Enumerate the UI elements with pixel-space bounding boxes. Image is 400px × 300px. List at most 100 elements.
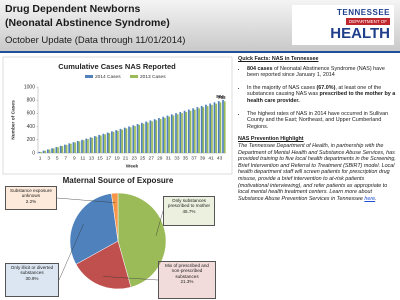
x-tick-label: 41: [208, 155, 214, 161]
bar: [76, 140, 79, 153]
category-label: Only illicit or diverted substances: [10, 265, 54, 276]
bar: [164, 117, 166, 153]
bar: [111, 131, 113, 153]
bar: [193, 109, 196, 153]
facts-title: Quick Facts: NAS in Tennessee: [238, 56, 319, 62]
bar: [115, 130, 118, 153]
x-tick-label: 13: [89, 155, 95, 161]
x-tick-label: 7: [64, 155, 67, 161]
bar: [106, 132, 109, 153]
bar: [142, 123, 145, 153]
bar: [206, 106, 209, 153]
bar: [138, 124, 141, 153]
sidebar: Quick Facts: NAS in Tennessee 804 cases …: [238, 56, 396, 202]
bar: [93, 136, 96, 153]
slice-label: Only illicit or diverted substances 30.9%: [5, 263, 59, 297]
bar: [48, 149, 51, 153]
pie-slice: [117, 192, 167, 288]
bar: [51, 148, 53, 153]
fact: 804 cases of Neonatal Abstinence Syndrom…: [247, 66, 396, 79]
legend-swatch: [85, 75, 93, 78]
category-label: Mix of prescribed and non-prescribed sub…: [165, 263, 209, 279]
x-tick-label: 19: [114, 155, 120, 161]
bar: [78, 141, 81, 153]
link[interactable]: here: [364, 195, 376, 202]
legend-label: 2014 Cases: [95, 74, 121, 80]
bar: [209, 103, 212, 153]
value-label: 21.3%: [180, 279, 194, 285]
bar: [202, 107, 205, 153]
value-label: 30.9%: [25, 275, 39, 281]
value-label: 2.2%: [25, 198, 37, 204]
bar: [52, 148, 55, 153]
bar: [222, 99, 224, 153]
legend-label: 2013 Cases: [140, 74, 166, 80]
highlight-title: NAS Prevention Highlight: [238, 136, 304, 143]
bar: [55, 147, 58, 153]
y-tick-label: 600: [27, 111, 36, 117]
bar: [108, 133, 111, 153]
y-axis-label: Number of Cases: [10, 100, 16, 140]
title: (Neonatal Abstinence Syndrome): [5, 17, 170, 29]
bar: [172, 115, 175, 153]
header: Drug Dependent Newborns (Neonatal Abstin…: [0, 0, 400, 51]
bar: [223, 101, 226, 153]
bar: [205, 104, 207, 153]
x-tick-label: 43: [217, 155, 223, 161]
x-tick-label: 35: [183, 155, 189, 161]
bar: [215, 103, 218, 153]
bar: [146, 122, 149, 153]
bar: [213, 102, 216, 153]
fact: In the majority of NAS cases (67.0%), at…: [247, 85, 396, 105]
fact-text: The highest rates of NAS in 2014 have oc…: [247, 110, 389, 130]
bar: [38, 151, 41, 153]
value-label: 45.7%: [182, 208, 196, 214]
category-label: Only substances prescribed to mother: [167, 198, 211, 209]
bar: [64, 144, 66, 153]
bar: [65, 144, 68, 153]
bar: [196, 107, 199, 153]
x-tick-label: 37: [191, 155, 197, 161]
bar: [61, 146, 64, 153]
highlight-segment: The Tennessee Department of Health, in p…: [238, 142, 396, 202]
y-tick-label: 0: [32, 150, 35, 156]
fact-text: (67.0%): [316, 84, 336, 91]
bar: [99, 135, 102, 153]
bar: [219, 102, 222, 153]
bar: [217, 101, 220, 153]
fact: The highest rates of NAS in 2014 have oc…: [247, 111, 396, 131]
leader-line: [58, 223, 84, 281]
bar: [129, 127, 132, 153]
bar: [57, 147, 59, 153]
x-tick-label: 25: [140, 155, 146, 161]
bar: [42, 150, 45, 153]
bar: [134, 126, 136, 153]
bar: [198, 108, 200, 153]
fact-text: , at least one of the substances causing…: [247, 84, 382, 98]
bar: [89, 137, 92, 153]
chart-title: Maternal Source of Exposure: [63, 176, 174, 185]
bar: [145, 121, 147, 153]
data-label: 783: [218, 95, 226, 100]
leader-line: [56, 197, 116, 203]
category-label: Substance exposure unknown: [10, 188, 52, 199]
bar: [189, 110, 192, 153]
bar: [159, 119, 162, 153]
bar: [179, 111, 182, 153]
bar: [95, 136, 98, 153]
bar: [176, 114, 179, 153]
bar: [168, 116, 171, 153]
pie-slice: [75, 240, 132, 290]
fact-text: In the majority of NAS cases: [247, 84, 317, 91]
bar: [140, 122, 143, 153]
bar: [104, 134, 106, 153]
x-tick-label: 11: [80, 155, 85, 161]
leader-line: [103, 276, 159, 281]
bar: [85, 138, 88, 153]
bar: [185, 111, 188, 153]
x-tick-label: 15: [97, 155, 103, 161]
bar: [70, 143, 72, 153]
bar: [200, 105, 203, 153]
x-tick-label: 21: [123, 155, 129, 161]
x-tick-label: 31: [166, 155, 172, 161]
